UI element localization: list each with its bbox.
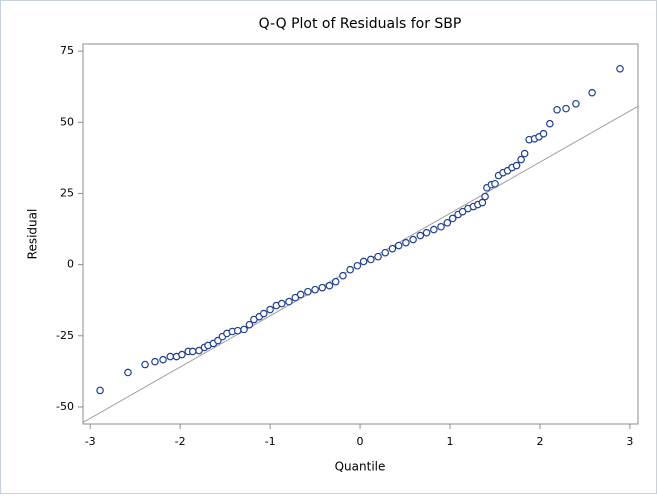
data-point [437,222,445,231]
data-point [512,161,521,170]
data-point [409,235,417,244]
x-tick-label: -1 [265,435,276,448]
data-point [520,149,529,158]
y-tick-label: 75 [60,44,74,57]
data-point [416,231,425,240]
data-point [124,368,132,377]
data-point [367,255,375,264]
x-tick-label: -3 [85,435,96,448]
data-point [260,309,268,318]
data-point [422,228,431,237]
data-point [491,179,499,188]
x-tick-label: 1 [447,435,454,448]
data-point [188,347,197,356]
data-point [318,283,327,292]
data-point [448,214,457,223]
data-point [572,99,580,108]
data-point [325,281,334,290]
data-point [539,129,548,138]
data-point [311,285,319,294]
y-tick-label: -50 [56,400,74,413]
data-point [588,88,596,97]
data-point [277,299,286,308]
data-point [96,386,104,395]
y-tick-label: -25 [56,329,74,342]
data-point [331,277,340,286]
data-point [346,265,354,274]
data-point [562,104,570,113]
data-point [304,287,312,296]
data-point [285,297,293,306]
data-point [159,355,167,364]
x-tick-label: -2 [175,435,186,448]
data-point [359,257,368,266]
data-point [296,290,305,299]
data-point [151,357,159,366]
data-point [553,105,561,114]
x-tick-label: 3 [626,435,633,448]
data-point [374,252,382,261]
data-point [481,192,489,201]
data-point [291,293,300,302]
y-tick-label: 25 [60,186,74,199]
x-tick-label: 2 [536,435,543,448]
data-point [353,261,362,270]
data-point [443,218,452,227]
y-tick-label: 50 [60,115,74,128]
chart-title: Q-Q Plot of Residuals for SBP [259,16,462,32]
data-point [394,241,403,250]
data-point [381,248,390,257]
y-axis-label: Residual [26,209,40,260]
x-axis-label: Quantile [335,460,386,474]
data-point [141,360,149,369]
data-point [339,271,347,280]
data-point [266,305,274,314]
data-point [166,352,175,361]
y-tick-label: 0 [67,258,74,271]
data-point [388,244,397,253]
data-point [616,64,624,73]
data-point [430,225,438,234]
data-point [195,346,203,355]
x-tick-label: 0 [357,435,364,448]
data-point [402,238,410,247]
data-point [240,325,248,334]
data-point [458,207,467,216]
data-point [233,326,242,335]
data-point [546,119,554,128]
data-point [478,198,487,207]
data-point [178,350,186,359]
data-point [517,155,525,164]
data-point [245,320,254,329]
